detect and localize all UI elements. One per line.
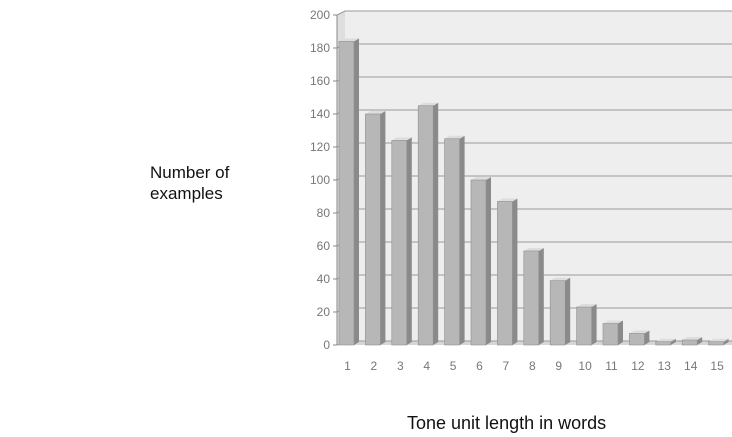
x-tick-labels: 1 2 3 4 5 6 7 8 9 10 11 12 13 14 15 — [344, 359, 724, 373]
bar-front — [391, 140, 408, 346]
x-tick-label: 7 — [503, 359, 510, 373]
bar-top — [391, 137, 412, 141]
x-tick-label: 15 — [710, 359, 724, 373]
bar — [655, 338, 676, 346]
bar — [576, 304, 597, 346]
bar-top — [523, 247, 544, 251]
y-tick-label: 60 — [317, 239, 331, 253]
bar-front — [708, 341, 724, 346]
bar-top — [444, 135, 465, 139]
bar — [365, 111, 386, 346]
bar-front — [681, 339, 698, 346]
x-tick-label: 10 — [578, 359, 592, 373]
bar-side — [433, 102, 439, 345]
bar-top — [708, 338, 729, 342]
y-tick-label: 180 — [310, 41, 330, 55]
bar-front — [365, 113, 381, 346]
bar-side — [380, 111, 386, 345]
bar-top — [629, 330, 650, 334]
bar — [708, 338, 729, 346]
y-tick-label: 140 — [310, 107, 330, 121]
bar-top — [576, 304, 597, 308]
bar-side — [459, 135, 465, 345]
bar — [523, 247, 544, 346]
x-tick-label: 4 — [423, 359, 430, 373]
bar-front — [523, 250, 540, 346]
gridline — [336, 10, 732, 16]
y-tick-label: 160 — [310, 74, 330, 88]
bar-top — [365, 111, 386, 114]
bar-side — [697, 337, 703, 345]
bar-top — [603, 320, 623, 324]
bar-side — [354, 38, 359, 346]
x-axis-label: Tone unit length in words — [407, 413, 607, 433]
bar-front — [576, 306, 592, 346]
y-tick-label: 20 — [317, 305, 331, 319]
bar-side — [723, 338, 729, 345]
bar-top — [550, 277, 571, 281]
bar-top — [339, 38, 359, 42]
bar-side — [512, 198, 518, 345]
bars — [338, 38, 729, 346]
bar-side — [618, 320, 623, 345]
bar-top — [655, 338, 676, 342]
bar — [391, 137, 412, 346]
y-tick-labels: 0 20 40 60 80 100 120 140 160 180 200 — [310, 8, 330, 352]
x-tick-label: 3 — [397, 359, 404, 373]
x-tick-label: 5 — [450, 359, 457, 373]
bar-side — [644, 330, 650, 345]
bar-side — [591, 304, 597, 345]
bar-side — [670, 338, 676, 345]
bar-side — [486, 177, 491, 345]
bar-front — [497, 201, 513, 346]
bar — [417, 102, 439, 346]
bar-front — [470, 179, 487, 346]
bar-front — [549, 280, 566, 346]
bar-top — [682, 337, 703, 341]
bar — [338, 38, 359, 346]
x-tick-label: 8 — [529, 359, 536, 373]
bar-front — [655, 341, 672, 346]
x-tick-label: 6 — [476, 359, 483, 373]
bar-side — [406, 137, 412, 345]
bar — [629, 330, 650, 346]
bar-front — [602, 323, 619, 346]
x-tick-label: 13 — [658, 359, 672, 373]
x-tick-label: 11 — [605, 359, 618, 373]
bar — [681, 337, 703, 346]
bar — [470, 177, 491, 346]
bar-top — [471, 177, 491, 180]
y-tick-label: 120 — [310, 140, 330, 154]
x-tick-label: 9 — [555, 359, 562, 373]
bar — [549, 277, 571, 346]
y-tick-label: 100 — [310, 173, 330, 187]
x-tick-label: 1 — [344, 359, 351, 373]
y-axis-label: Number of examples — [150, 163, 230, 203]
bar-top — [418, 102, 439, 106]
y-tick-label: 200 — [310, 8, 330, 22]
y-tick-label: 80 — [317, 206, 331, 220]
bar-front — [417, 105, 434, 346]
x-tick-label: 2 — [371, 359, 378, 373]
bar — [444, 135, 465, 346]
bar — [602, 320, 623, 346]
bar-side — [538, 247, 544, 345]
bar-top — [497, 198, 518, 202]
bar-side — [565, 277, 571, 345]
y-tick-label: 0 — [323, 338, 330, 352]
bar-front — [629, 333, 645, 346]
x-tick-label: 14 — [684, 359, 698, 373]
bar-front — [338, 41, 355, 346]
bar-front — [444, 138, 460, 346]
y-tick-label: 40 — [317, 272, 331, 286]
x-tick-label: 12 — [631, 359, 645, 373]
bar — [497, 198, 518, 346]
